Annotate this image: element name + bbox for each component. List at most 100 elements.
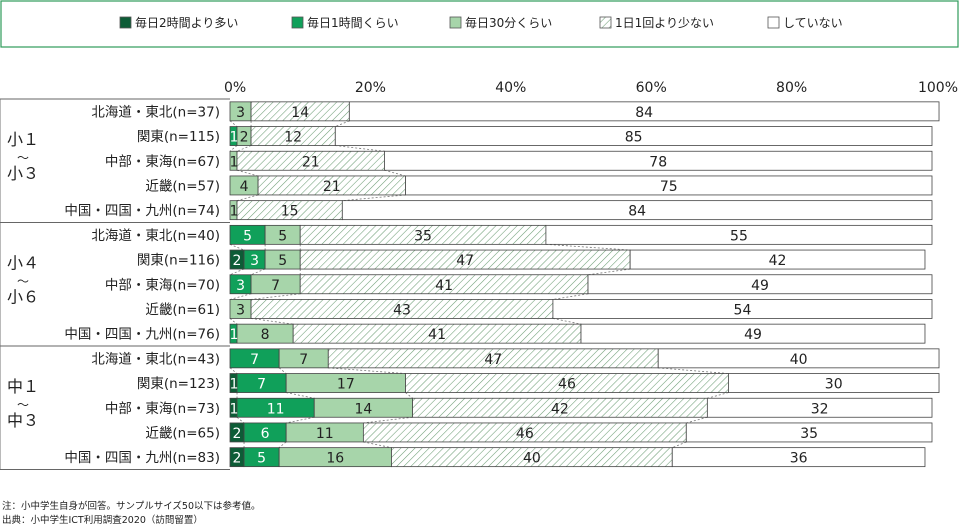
connector-line [236,145,252,152]
data-label: 41 [428,327,446,343]
group-label: 〜 [17,151,29,165]
x-tick-label: 100% [918,80,958,96]
connector-line [278,367,287,374]
group-label: 小４ [7,254,39,273]
data-label: 15 [281,204,299,220]
legend-swatch-1 [119,16,132,29]
bar-segment [348,101,940,122]
data-label: 17 [337,377,355,393]
connector-line [236,416,245,424]
data-label: 4 [240,179,249,195]
data-label: 30 [825,377,843,393]
data-label: 5 [243,228,252,244]
row-label: 中部・東海(n=70) [105,277,220,293]
connector-line [236,194,259,202]
data-label: 3 [250,253,259,269]
connector-line [363,441,392,449]
row-label: 北海道・東北(n=40) [91,228,220,244]
connector-line [707,392,729,399]
bar-segment [580,323,926,344]
data-label: 16 [326,451,344,467]
group-label: 中３ [7,411,39,430]
data-label: 2 [233,426,242,442]
row-label: 中国・四国・九州(n=74) [64,203,220,219]
connector-line [229,268,245,276]
data-label: 36 [790,451,808,467]
bar-segment [671,447,926,468]
row-label: 中部・東海(n=67) [105,154,220,170]
data-label: 49 [744,327,762,343]
connector-line [286,416,315,424]
bar-segment [334,126,933,146]
row-label: 北海道・東北(n=43) [91,351,220,367]
data-label: 35 [414,228,432,244]
group-label: 〜 [17,275,29,289]
bar-segment [545,224,933,245]
data-label: 40 [790,352,808,368]
data-label: 2 [240,130,249,146]
data-label: 54 [734,302,752,318]
data-label: 2 [233,253,242,269]
legend-label-5: していない [783,16,843,30]
data-label: 47 [456,253,474,269]
connector-line [251,293,301,300]
legend-label-3: 毎日30分くらい [465,15,552,30]
data-label: 3 [236,302,245,318]
data-label: 7 [299,352,308,368]
group-label: 小１ [7,130,39,149]
source-note: 出典：小中学生ICT利用調査2020（訪問留置） [2,515,203,526]
legend-swatch-5 [767,16,780,29]
data-label: 42 [769,253,787,269]
connector-line [286,392,315,399]
group-label: 〜 [17,398,29,412]
data-label: 46 [558,377,576,393]
x-tick-label: 60% [636,80,667,96]
legend-label-1: 毎日2時間より多い [135,15,238,30]
data-label: 2 [233,451,242,467]
row-label: 近畿(n=57) [145,178,220,194]
data-label: 6 [261,426,270,442]
connector-line [384,169,406,177]
connector-line [552,318,582,325]
data-label: 78 [649,154,667,170]
row-label: 関東(n=123) [137,376,220,392]
connector-line [229,318,238,325]
data-label: 42 [551,401,569,417]
connector-line [342,194,406,202]
connector-line [363,416,413,424]
connector-line [552,293,589,300]
legend-swatch-2 [291,16,304,29]
data-label: 46 [516,426,534,442]
data-label: 7 [257,377,266,393]
data-label: 1 [230,401,239,417]
legend-swatch-4 [599,16,612,29]
footnote: 注：小中学生自身が回答。サンプルサイズ50以下は参考値。 [2,501,261,512]
group-label: 小６ [7,288,39,307]
data-label: 5 [257,451,266,467]
data-label: 11 [267,401,285,417]
legend-label-2: 毎日1時間くらい [307,15,399,30]
data-label: 14 [291,105,309,121]
bar-segment [384,150,933,171]
connector-line [229,145,238,152]
data-label: 7 [250,352,259,368]
legend-label-4: 1日1回より少ない [615,16,714,30]
connector-line [229,367,238,374]
bar-segment [685,422,933,443]
data-label: 41 [435,278,453,294]
bar-segment [657,348,940,369]
x-tick-label: 0% [224,80,246,96]
data-label: 14 [354,401,372,417]
legend-frame [0,0,959,48]
data-label: 85 [625,130,643,146]
data-label: 1 [230,327,239,343]
data-label: 43 [393,302,411,318]
row-label: 近畿(n=61) [145,302,220,318]
connector-line [229,293,252,300]
bar-segment [587,274,933,295]
connector-line [229,243,245,251]
connector-line [587,268,631,276]
data-label: 5 [278,228,287,244]
connector-line [250,268,266,276]
